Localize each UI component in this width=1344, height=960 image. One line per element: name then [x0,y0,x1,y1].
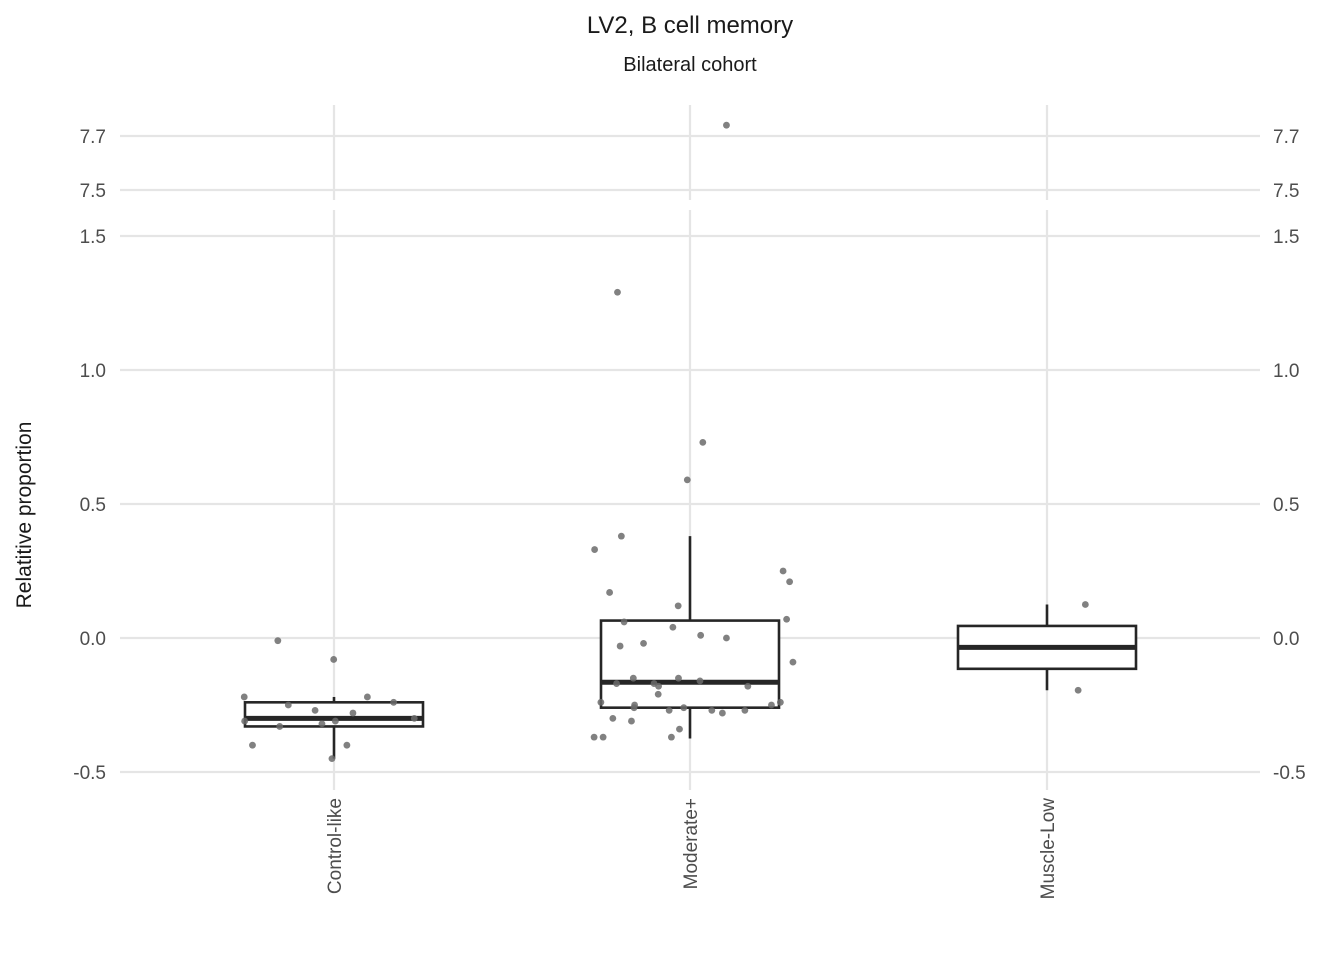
box-control-like [243,696,425,759]
y-tick-label-right: 1.5 [1273,227,1299,248]
data-point [655,682,662,690]
data-point [617,532,625,540]
data-point [768,701,775,709]
data-point [606,589,614,596]
data-point [789,658,797,666]
y-tick-label-right: 7.5 [1273,181,1299,202]
data-point [349,709,357,717]
x-tick-label: Muscle-Low [1038,798,1059,900]
data-point [783,615,791,623]
y-tick-label-right: 0.0 [1273,629,1299,650]
data-point [1074,686,1082,694]
data-point [628,717,635,725]
data-point [723,121,730,129]
chart-title: LV2, B cell memory [587,12,793,39]
data-point [786,578,794,586]
data-point [614,288,621,296]
y-tick-label-right: 7.7 [1273,127,1299,148]
y-tick-label-left: 7.5 [80,181,106,202]
data-point [609,715,617,722]
data-point [675,674,682,682]
y-tick-label-left: 0.5 [80,495,106,516]
data-point [669,623,677,631]
data-point [590,733,598,741]
data-point [390,698,398,706]
y-tick-label-right: 0.5 [1273,495,1299,516]
data-point [597,698,605,706]
data-point [708,706,716,714]
data-point [311,706,319,714]
data-point [276,723,284,730]
data-point [676,725,683,733]
jitter-points [240,121,1089,762]
data-point [744,682,752,690]
data-point [696,677,704,685]
data-point [629,674,637,682]
boxplots [243,536,1138,759]
data-point [284,701,292,709]
y-tick-label-left: -0.5 [73,763,106,784]
data-point [591,546,599,553]
data-point [613,680,620,687]
data-point [668,733,675,741]
data-point [363,693,371,701]
data-point [723,634,730,642]
data-point [249,741,256,749]
data-point [331,717,339,725]
data-point [776,698,784,706]
y-axis-label: Relatitive proportion [13,422,36,609]
data-point [640,639,647,647]
data-point [718,709,726,717]
data-point [240,693,248,701]
data-point [343,741,351,749]
data-point [697,631,705,639]
data-point [410,715,418,722]
data-point [654,690,662,698]
data-point [674,602,682,610]
y-tick-label-left: 7.7 [80,127,106,148]
y-tick-label-left: 1.0 [80,361,106,382]
data-point [680,704,688,712]
data-point [741,706,749,714]
tick-labels: 7.5 7.5 7.7 7.7 -0.5 -0.5 0.0 0.0 0.5 0.5 1.0 1.0 1.… [73,127,1306,899]
y-tick-label-right: -0.5 [1273,763,1306,784]
data-point [328,755,336,762]
data-point [318,720,326,728]
data-point [779,567,787,575]
data-point [665,706,673,714]
y-tick-label-right: 1.0 [1273,361,1299,382]
box-moderate- [599,536,781,739]
box-muscle-low [956,604,1138,691]
data-point [330,656,338,663]
box-body [599,619,781,709]
x-tick-label: Moderate+ [681,798,702,889]
data-point [630,704,638,712]
y-tick-label-left: 1.5 [80,227,106,248]
data-point [274,637,282,645]
data-point [599,733,607,741]
data-point [620,618,628,626]
data-point [699,438,707,446]
x-tick-label: Control-like [325,798,346,894]
data-point [683,476,691,484]
data-point [616,642,624,650]
data-point [241,717,249,725]
chart-subtitle: Bilateral cohort [623,54,757,76]
y-tick-label-left: 0.0 [80,629,106,650]
data-point [1081,601,1089,608]
